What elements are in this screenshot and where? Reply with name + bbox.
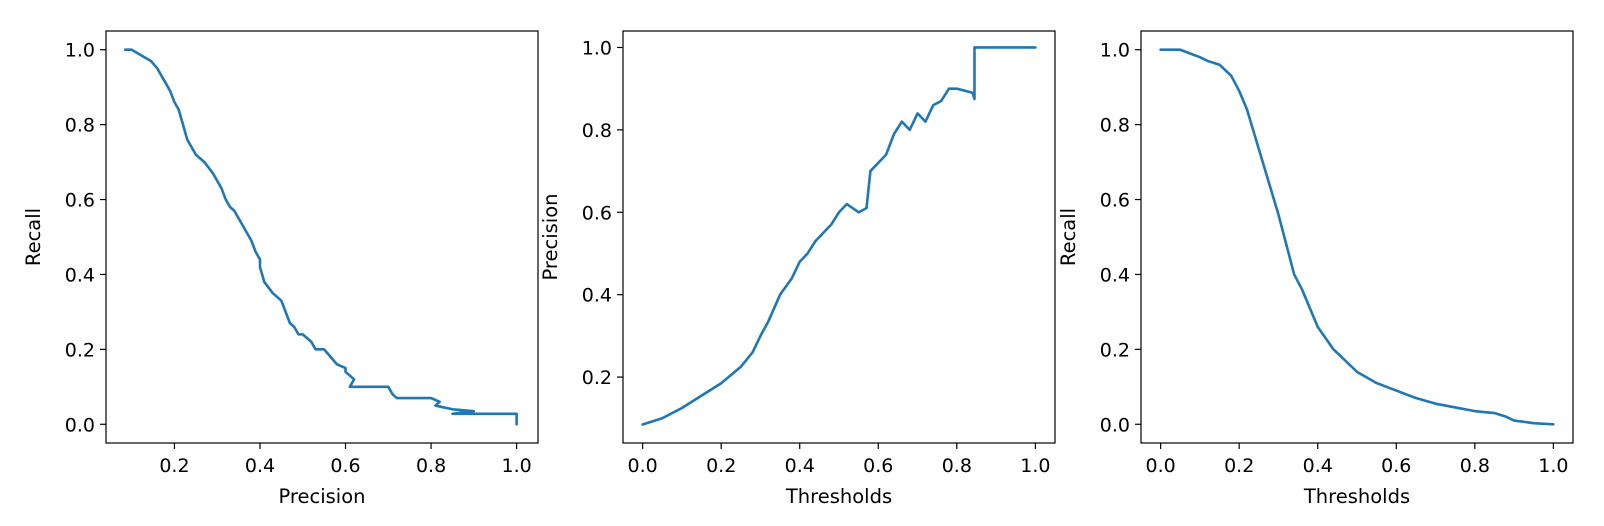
y-axis-label: Recall bbox=[22, 208, 45, 266]
x-axis-label: Thresholds bbox=[785, 485, 892, 508]
series-line-1-1 bbox=[123, 48, 518, 426]
y-tick-label: 0.6 bbox=[1100, 190, 1130, 212]
x-tick-label: 0.4 bbox=[1303, 455, 1333, 477]
y-tick-label: 0.4 bbox=[582, 285, 612, 307]
subplot-1: 0.2 0.4 0.6 0.8 1.0 0.0 0.2 0.4 0.6 0.8 1.0 Precisi… bbox=[22, 30, 539, 508]
x-tick-label: 0.4 bbox=[785, 455, 815, 477]
subplot-3: 0.0 0.2 0.4 0.6 0.8 1.0 0.0 0.2 0.4 0.6 0.8 1.0 Thre… bbox=[1057, 30, 1574, 508]
y-tick-label: 0.8 bbox=[582, 120, 612, 142]
x-tick-label: 0.8 bbox=[1460, 455, 1490, 477]
y-axis-label: Recall bbox=[1057, 208, 1080, 266]
x-axis-label: Thresholds bbox=[1303, 485, 1410, 508]
x-tick-label: 0.8 bbox=[416, 455, 446, 477]
axes-frame bbox=[1140, 30, 1574, 444]
series-line-3-1 bbox=[1159, 48, 1555, 426]
y-tick-label: 0.2 bbox=[1100, 339, 1130, 361]
axes-frame bbox=[622, 30, 1056, 444]
series-line-2-1 bbox=[641, 46, 1037, 426]
y-tick-label: 0.6 bbox=[582, 202, 612, 224]
x-tick-label: 1.0 bbox=[502, 455, 532, 477]
axes-frame bbox=[105, 30, 539, 444]
y-tick-label: 0.2 bbox=[65, 339, 95, 361]
y-tick-label: 0.8 bbox=[1100, 115, 1130, 137]
y-tick-label: 0.0 bbox=[65, 414, 95, 436]
x-tick-label: 0.2 bbox=[1224, 455, 1254, 477]
y-tick-label: 0.6 bbox=[65, 190, 95, 212]
x-tick-label: 0.6 bbox=[330, 455, 360, 477]
x-tick-label: 0.6 bbox=[863, 455, 893, 477]
x-tick-label: 0.0 bbox=[1146, 455, 1176, 477]
x-tick-label: 0.4 bbox=[245, 455, 275, 477]
x-tick-label: 1.0 bbox=[1020, 455, 1050, 477]
y-tick-label: 0.4 bbox=[1100, 264, 1130, 286]
x-axis-label: Precision bbox=[278, 485, 365, 508]
y-tick-label: 0.2 bbox=[582, 367, 612, 389]
x-tick-label: 0.2 bbox=[159, 455, 189, 477]
x-tick-label: 0.8 bbox=[942, 455, 972, 477]
y-tick-label: 0.8 bbox=[65, 115, 95, 137]
x-tick-label: 1.0 bbox=[1538, 455, 1568, 477]
x-tick-label: 0.0 bbox=[628, 455, 658, 477]
y-tick-label: 0.0 bbox=[1100, 414, 1130, 436]
subplot-2: 0.0 0.2 0.4 0.6 0.8 1.0 0.2 0.4 0.6 0.8 1.0 Thresho… bbox=[539, 30, 1056, 508]
y-tick-label: 1.0 bbox=[582, 37, 612, 59]
y-axis-label: Precision bbox=[539, 193, 562, 280]
x-tick-label: 0.2 bbox=[706, 455, 736, 477]
y-tick-label: 0.4 bbox=[65, 264, 95, 286]
y-tick-label: 1.0 bbox=[1100, 40, 1130, 62]
y-tick-label: 1.0 bbox=[65, 40, 95, 62]
x-tick-label: 0.6 bbox=[1381, 455, 1411, 477]
